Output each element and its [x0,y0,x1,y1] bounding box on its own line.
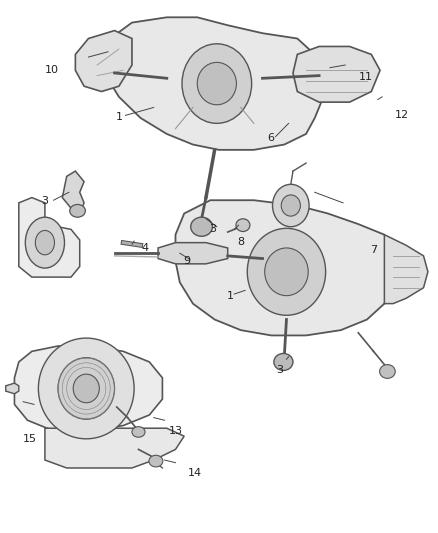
Ellipse shape [73,374,99,403]
Text: 6: 6 [268,133,275,143]
Ellipse shape [39,338,134,439]
Ellipse shape [58,358,115,419]
Text: 3: 3 [209,224,216,235]
Polygon shape [45,428,184,468]
Text: 7: 7 [370,245,377,255]
Text: 14: 14 [188,469,202,478]
Polygon shape [19,198,80,277]
Text: 3: 3 [276,365,283,375]
Text: 15: 15 [23,434,37,444]
Ellipse shape [35,230,54,255]
Ellipse shape [265,248,308,296]
Ellipse shape [236,219,250,231]
Polygon shape [62,171,84,214]
Ellipse shape [380,365,395,378]
Ellipse shape [197,62,237,105]
Text: 13: 13 [169,426,183,436]
Polygon shape [385,235,428,304]
Text: 1: 1 [226,290,233,301]
Polygon shape [6,383,19,394]
Polygon shape [75,30,132,92]
Text: 10: 10 [44,66,58,75]
Ellipse shape [247,228,325,316]
Ellipse shape [182,44,252,123]
Ellipse shape [25,217,64,268]
Text: 1: 1 [115,112,122,122]
Ellipse shape [149,455,163,467]
Ellipse shape [272,184,309,227]
Polygon shape [102,17,328,150]
Text: 4: 4 [141,243,148,253]
Polygon shape [293,46,380,102]
Polygon shape [14,346,162,431]
Text: 9: 9 [183,256,190,266]
Text: 3: 3 [42,196,49,206]
Ellipse shape [274,353,293,370]
Ellipse shape [191,217,212,236]
Ellipse shape [281,195,300,216]
Ellipse shape [132,426,145,437]
Text: 12: 12 [395,110,409,120]
Polygon shape [176,200,393,335]
Polygon shape [158,243,228,264]
Text: 8: 8 [237,237,244,247]
Text: 11: 11 [359,71,373,82]
Ellipse shape [70,205,85,217]
